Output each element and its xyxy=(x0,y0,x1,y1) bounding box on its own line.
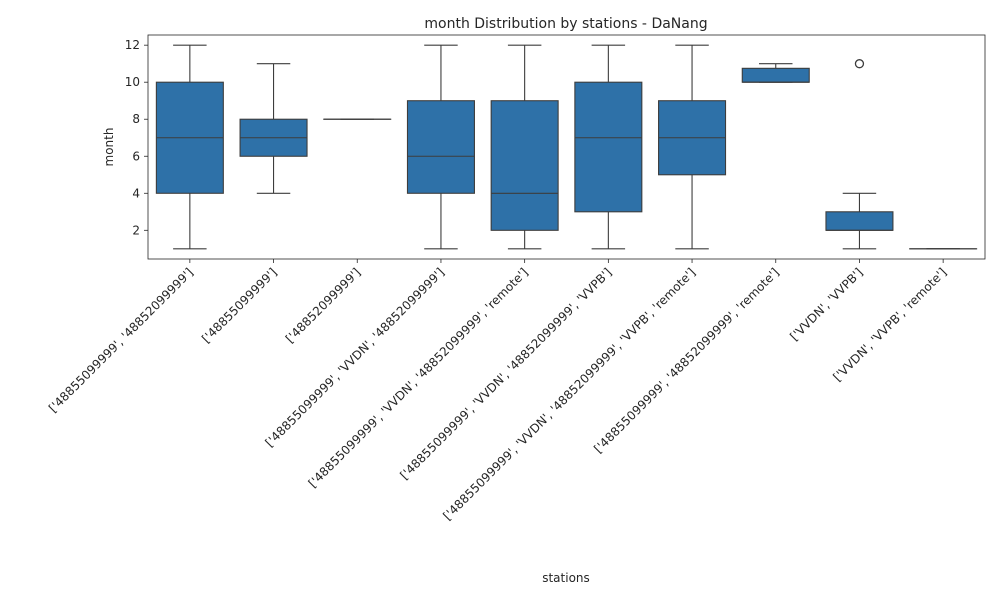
box-group xyxy=(825,59,894,250)
plot-frame xyxy=(147,34,986,260)
box-group xyxy=(155,44,224,250)
y-tick-label: 10 xyxy=(125,75,140,89)
box xyxy=(406,100,475,194)
y-tick-label: 2 xyxy=(132,223,140,237)
box-group xyxy=(741,63,810,83)
x-tick-label: ['48855099999', 'VVDN', '48852099999'] xyxy=(263,265,448,450)
box xyxy=(825,211,894,231)
y-tick-label: 6 xyxy=(132,149,140,163)
x-tick-label: ['48852099999'] xyxy=(283,265,364,346)
x-tick-label: ['VVDN', 'VVPB'] xyxy=(787,265,865,343)
box-group xyxy=(658,44,727,250)
chart-title: month Distribution by stations - DaNang xyxy=(424,16,707,32)
x-tick-label: ['48855099999', '48852099999', 'remote'] xyxy=(591,265,782,456)
box xyxy=(574,81,643,213)
y-tick-label: 4 xyxy=(132,186,140,200)
box-group xyxy=(490,44,559,250)
y-tick-label: 12 xyxy=(125,38,140,52)
y-axis: 2 4 6 8 10 12 xyxy=(125,38,148,237)
box xyxy=(490,100,559,231)
x-tick-label: ['48855099999', '48852099999'] xyxy=(46,265,196,415)
outlier-point xyxy=(854,59,865,69)
x-axis-label: stations xyxy=(542,571,590,585)
box xyxy=(741,67,810,83)
box-group xyxy=(574,44,643,250)
y-tick-label: 8 xyxy=(132,112,140,126)
plot-area xyxy=(155,44,978,250)
x-axis: ['48855099999', '48852099999'] ['48855099… xyxy=(46,259,949,523)
x-tick-label: ['48855099999'] xyxy=(199,265,280,346)
box-group xyxy=(239,63,308,194)
box-group xyxy=(406,44,475,250)
y-axis-label: month xyxy=(102,128,116,167)
